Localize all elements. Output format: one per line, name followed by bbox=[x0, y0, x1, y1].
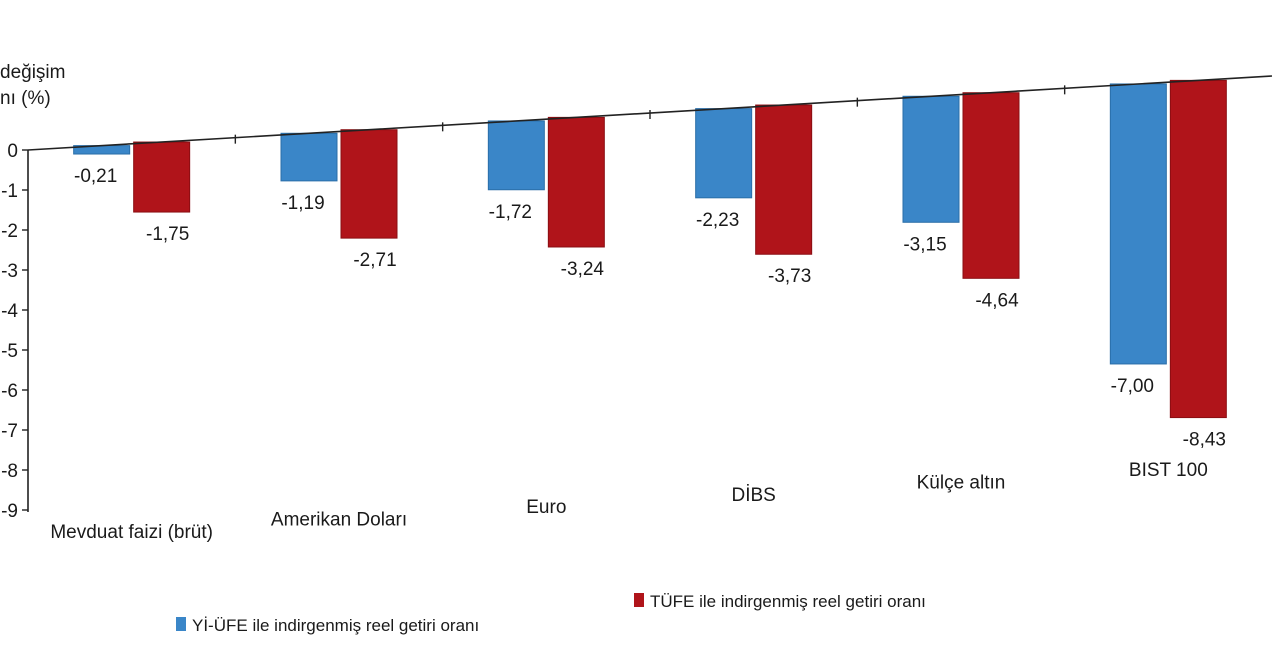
data-label: -8,43 bbox=[1183, 430, 1226, 451]
category-label: BIST 100 bbox=[1129, 460, 1208, 481]
bar-tufe bbox=[340, 129, 398, 239]
x-axis bbox=[27, 75, 1273, 151]
y-tick-label: -4 bbox=[1, 301, 18, 322]
legend-label: TÜFE ile indirgenmiş reel getiri oranı bbox=[650, 592, 926, 611]
category-label: Euro bbox=[526, 497, 566, 518]
y-tick-label: -2 bbox=[1, 221, 18, 242]
y-tick-label: -3 bbox=[1, 261, 18, 282]
value-labels: -0,21 -1,75 -1,19 -2,71 -1,72 -3,24 -2,23 -3,73… bbox=[74, 166, 1226, 451]
bar-tufe bbox=[755, 104, 813, 255]
bars bbox=[73, 79, 1227, 419]
data-label: -4,64 bbox=[975, 290, 1019, 311]
y-tick-label: -9 bbox=[1, 501, 18, 522]
category-label: Mevduat faizi (brüt) bbox=[50, 522, 213, 543]
data-label: -1,72 bbox=[489, 202, 532, 223]
category-label: Külçe altın bbox=[917, 473, 1006, 494]
y-axis: 0 -1 -2 -3 -4 -5 -6 -7 -8 -9 bbox=[1, 141, 29, 522]
y-tick-label: -6 bbox=[1, 381, 18, 402]
data-label: -1,75 bbox=[146, 224, 189, 245]
y-tick-label: -5 bbox=[1, 341, 18, 362]
legend-swatch bbox=[176, 617, 186, 631]
legend-label: Yİ-ÜFE ile indirgenmiş reel getiri oranı bbox=[192, 616, 479, 635]
data-label: -2,71 bbox=[353, 250, 396, 271]
data-label: -2,23 bbox=[696, 210, 739, 231]
bar-yi-ufe bbox=[1109, 83, 1167, 365]
bar-tufe bbox=[133, 141, 191, 213]
bar-yi-ufe bbox=[487, 120, 545, 191]
y-tick-label: -7 bbox=[1, 421, 18, 442]
bar-tufe bbox=[962, 92, 1020, 279]
data-label: -3,15 bbox=[903, 234, 946, 255]
category-labels: Mevduat faizi (brüt) Amerikan Doları Euro D… bbox=[50, 460, 1207, 543]
y-tick-label: -1 bbox=[1, 181, 18, 202]
category-label: Amerikan Doları bbox=[271, 510, 407, 531]
data-label: -7,00 bbox=[1111, 376, 1154, 397]
y-axis-label: değişim nı (%) bbox=[0, 62, 65, 109]
bar-yi-ufe bbox=[280, 132, 338, 182]
bar-yi-ufe bbox=[902, 95, 960, 223]
category-label: DİBS bbox=[731, 485, 775, 506]
bar-yi-ufe bbox=[695, 108, 753, 199]
y-tick-label: -8 bbox=[1, 461, 18, 482]
bar-tufe bbox=[547, 116, 605, 248]
data-label: -3,24 bbox=[561, 259, 605, 280]
legend: Yİ-ÜFE ile indirgenmiş reel getiri oranı… bbox=[176, 592, 926, 635]
legend-swatch bbox=[634, 593, 644, 607]
data-label: -1,19 bbox=[281, 193, 324, 214]
data-label: -0,21 bbox=[74, 166, 117, 187]
bar-tufe bbox=[1169, 79, 1227, 419]
y-axis-label-line2: nı (%) bbox=[0, 88, 51, 109]
y-tick-label: 0 bbox=[7, 141, 18, 162]
data-label: -3,73 bbox=[768, 266, 811, 287]
y-axis-label-line1: değişim bbox=[0, 62, 65, 83]
